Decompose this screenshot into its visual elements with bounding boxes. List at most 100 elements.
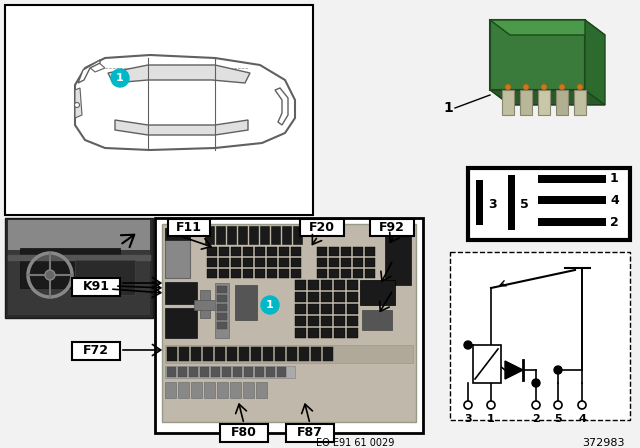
Bar: [168, 219, 210, 236]
Bar: [243, 382, 254, 398]
Bar: [178, 367, 187, 377]
Bar: [244, 367, 253, 377]
Bar: [538, 175, 606, 183]
Bar: [200, 290, 210, 318]
Bar: [8, 220, 150, 250]
Text: 4: 4: [578, 414, 586, 424]
Bar: [217, 286, 227, 293]
Bar: [238, 226, 247, 244]
Circle shape: [464, 401, 472, 409]
Polygon shape: [490, 90, 605, 105]
Polygon shape: [585, 20, 605, 105]
Bar: [191, 382, 202, 398]
Bar: [347, 328, 358, 338]
Bar: [291, 247, 301, 256]
Bar: [295, 304, 306, 314]
Polygon shape: [490, 20, 605, 35]
Circle shape: [111, 69, 129, 87]
Bar: [255, 269, 265, 278]
Bar: [287, 347, 297, 361]
Bar: [266, 367, 275, 377]
Bar: [165, 282, 197, 304]
Bar: [179, 347, 189, 361]
Bar: [219, 269, 229, 278]
Text: 1: 1: [443, 101, 453, 115]
Text: F87: F87: [297, 426, 323, 439]
Bar: [20, 248, 120, 288]
Polygon shape: [108, 65, 250, 83]
Text: 1: 1: [116, 73, 124, 83]
Bar: [308, 292, 319, 302]
Bar: [271, 226, 280, 244]
Polygon shape: [88, 62, 105, 72]
Polygon shape: [75, 55, 295, 150]
Text: EO E91 61 0029: EO E91 61 0029: [316, 438, 394, 448]
Bar: [75, 260, 135, 295]
Bar: [189, 367, 198, 377]
Text: 3: 3: [488, 198, 497, 211]
Bar: [72, 278, 120, 296]
Bar: [217, 304, 227, 311]
Text: 1: 1: [266, 300, 274, 310]
Text: F72: F72: [83, 345, 109, 358]
Bar: [308, 316, 319, 326]
Bar: [275, 347, 285, 361]
Bar: [255, 258, 265, 267]
Bar: [468, 168, 630, 240]
Bar: [220, 424, 268, 442]
Bar: [347, 292, 358, 302]
Bar: [347, 280, 358, 290]
Bar: [204, 382, 215, 398]
Bar: [243, 247, 253, 256]
Text: 5: 5: [520, 198, 529, 211]
Bar: [205, 226, 214, 244]
Circle shape: [505, 84, 511, 90]
Bar: [293, 226, 302, 244]
Text: F11: F11: [176, 221, 202, 234]
Bar: [556, 90, 568, 115]
Bar: [263, 347, 273, 361]
Bar: [215, 347, 225, 361]
Polygon shape: [505, 361, 523, 379]
Bar: [321, 316, 332, 326]
Circle shape: [532, 379, 540, 387]
Bar: [295, 328, 306, 338]
Bar: [347, 304, 358, 314]
Circle shape: [554, 401, 562, 409]
Bar: [365, 247, 375, 256]
Bar: [230, 382, 241, 398]
Bar: [299, 347, 309, 361]
Circle shape: [487, 401, 495, 409]
Bar: [165, 382, 176, 398]
Text: 3: 3: [464, 414, 472, 424]
Bar: [282, 226, 291, 244]
Bar: [538, 196, 606, 204]
Bar: [347, 316, 358, 326]
Bar: [203, 347, 213, 361]
Bar: [227, 347, 237, 361]
Bar: [329, 258, 339, 267]
Bar: [353, 269, 363, 278]
Bar: [207, 247, 217, 256]
Bar: [165, 366, 295, 378]
Bar: [574, 90, 586, 115]
Bar: [267, 247, 277, 256]
Bar: [334, 304, 345, 314]
Circle shape: [45, 270, 55, 280]
Bar: [219, 258, 229, 267]
Bar: [215, 283, 229, 338]
Bar: [165, 345, 413, 363]
Bar: [231, 247, 241, 256]
Text: K91: K91: [83, 280, 109, 293]
Bar: [329, 247, 339, 256]
Bar: [233, 367, 242, 377]
Bar: [256, 382, 267, 398]
Bar: [217, 313, 227, 320]
Bar: [191, 347, 201, 361]
Bar: [353, 258, 363, 267]
Polygon shape: [75, 88, 82, 118]
Bar: [300, 219, 344, 236]
Bar: [317, 258, 327, 267]
Bar: [329, 269, 339, 278]
Bar: [5, 5, 313, 215]
